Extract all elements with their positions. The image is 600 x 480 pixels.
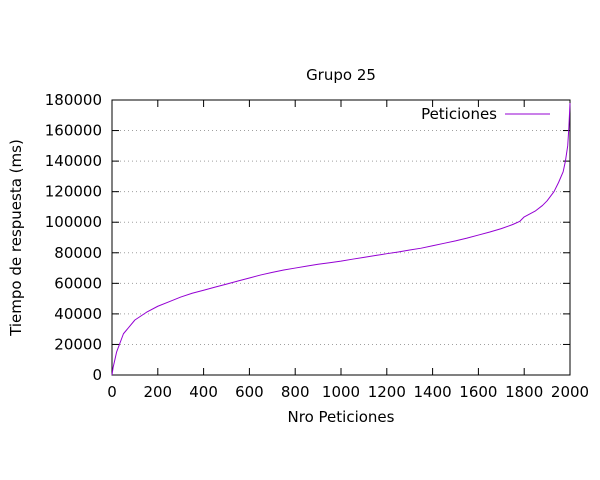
x-tick-label: 1800 [505,383,543,401]
tick-labels: 0200004000060000800001000001200001400001… [45,91,589,401]
y-tick-label: 0 [92,366,102,384]
y-tick-label: 160000 [45,122,102,140]
x-tick-label: 0 [107,383,117,401]
x-tick-label: 200 [143,383,172,401]
chart-title: Grupo 25 [306,66,376,84]
x-tick-label: 1600 [459,383,497,401]
y-tick-label: 60000 [54,274,102,292]
plot-frame [111,99,571,376]
x-axis-label: Nro Peticiones [288,408,395,426]
y-tick-label: 180000 [45,91,102,109]
axis-ticks [111,99,571,376]
x-tick-label: 1400 [414,383,452,401]
y-tick-label: 100000 [45,213,102,231]
y-axis-label: Tiempo de respuesta (ms) [7,139,25,337]
x-tick-label: 800 [281,383,310,401]
x-tick-label: 2000 [551,383,589,401]
y-tick-label: 140000 [45,152,102,170]
y-tick-label: 20000 [54,335,102,353]
series-layer [111,103,571,376]
y-tick-label: 120000 [45,183,102,201]
x-tick-label: 1200 [368,383,406,401]
legend: Peticiones [421,105,550,123]
x-tick-label: 1000 [322,383,360,401]
grid-lines [112,130,570,345]
y-tick-label: 40000 [54,305,102,323]
x-tick-label: 400 [189,383,218,401]
series-line [111,103,571,376]
y-tick-label: 80000 [54,244,102,262]
legend-label: Peticiones [421,105,497,123]
x-tick-label: 600 [235,383,264,401]
